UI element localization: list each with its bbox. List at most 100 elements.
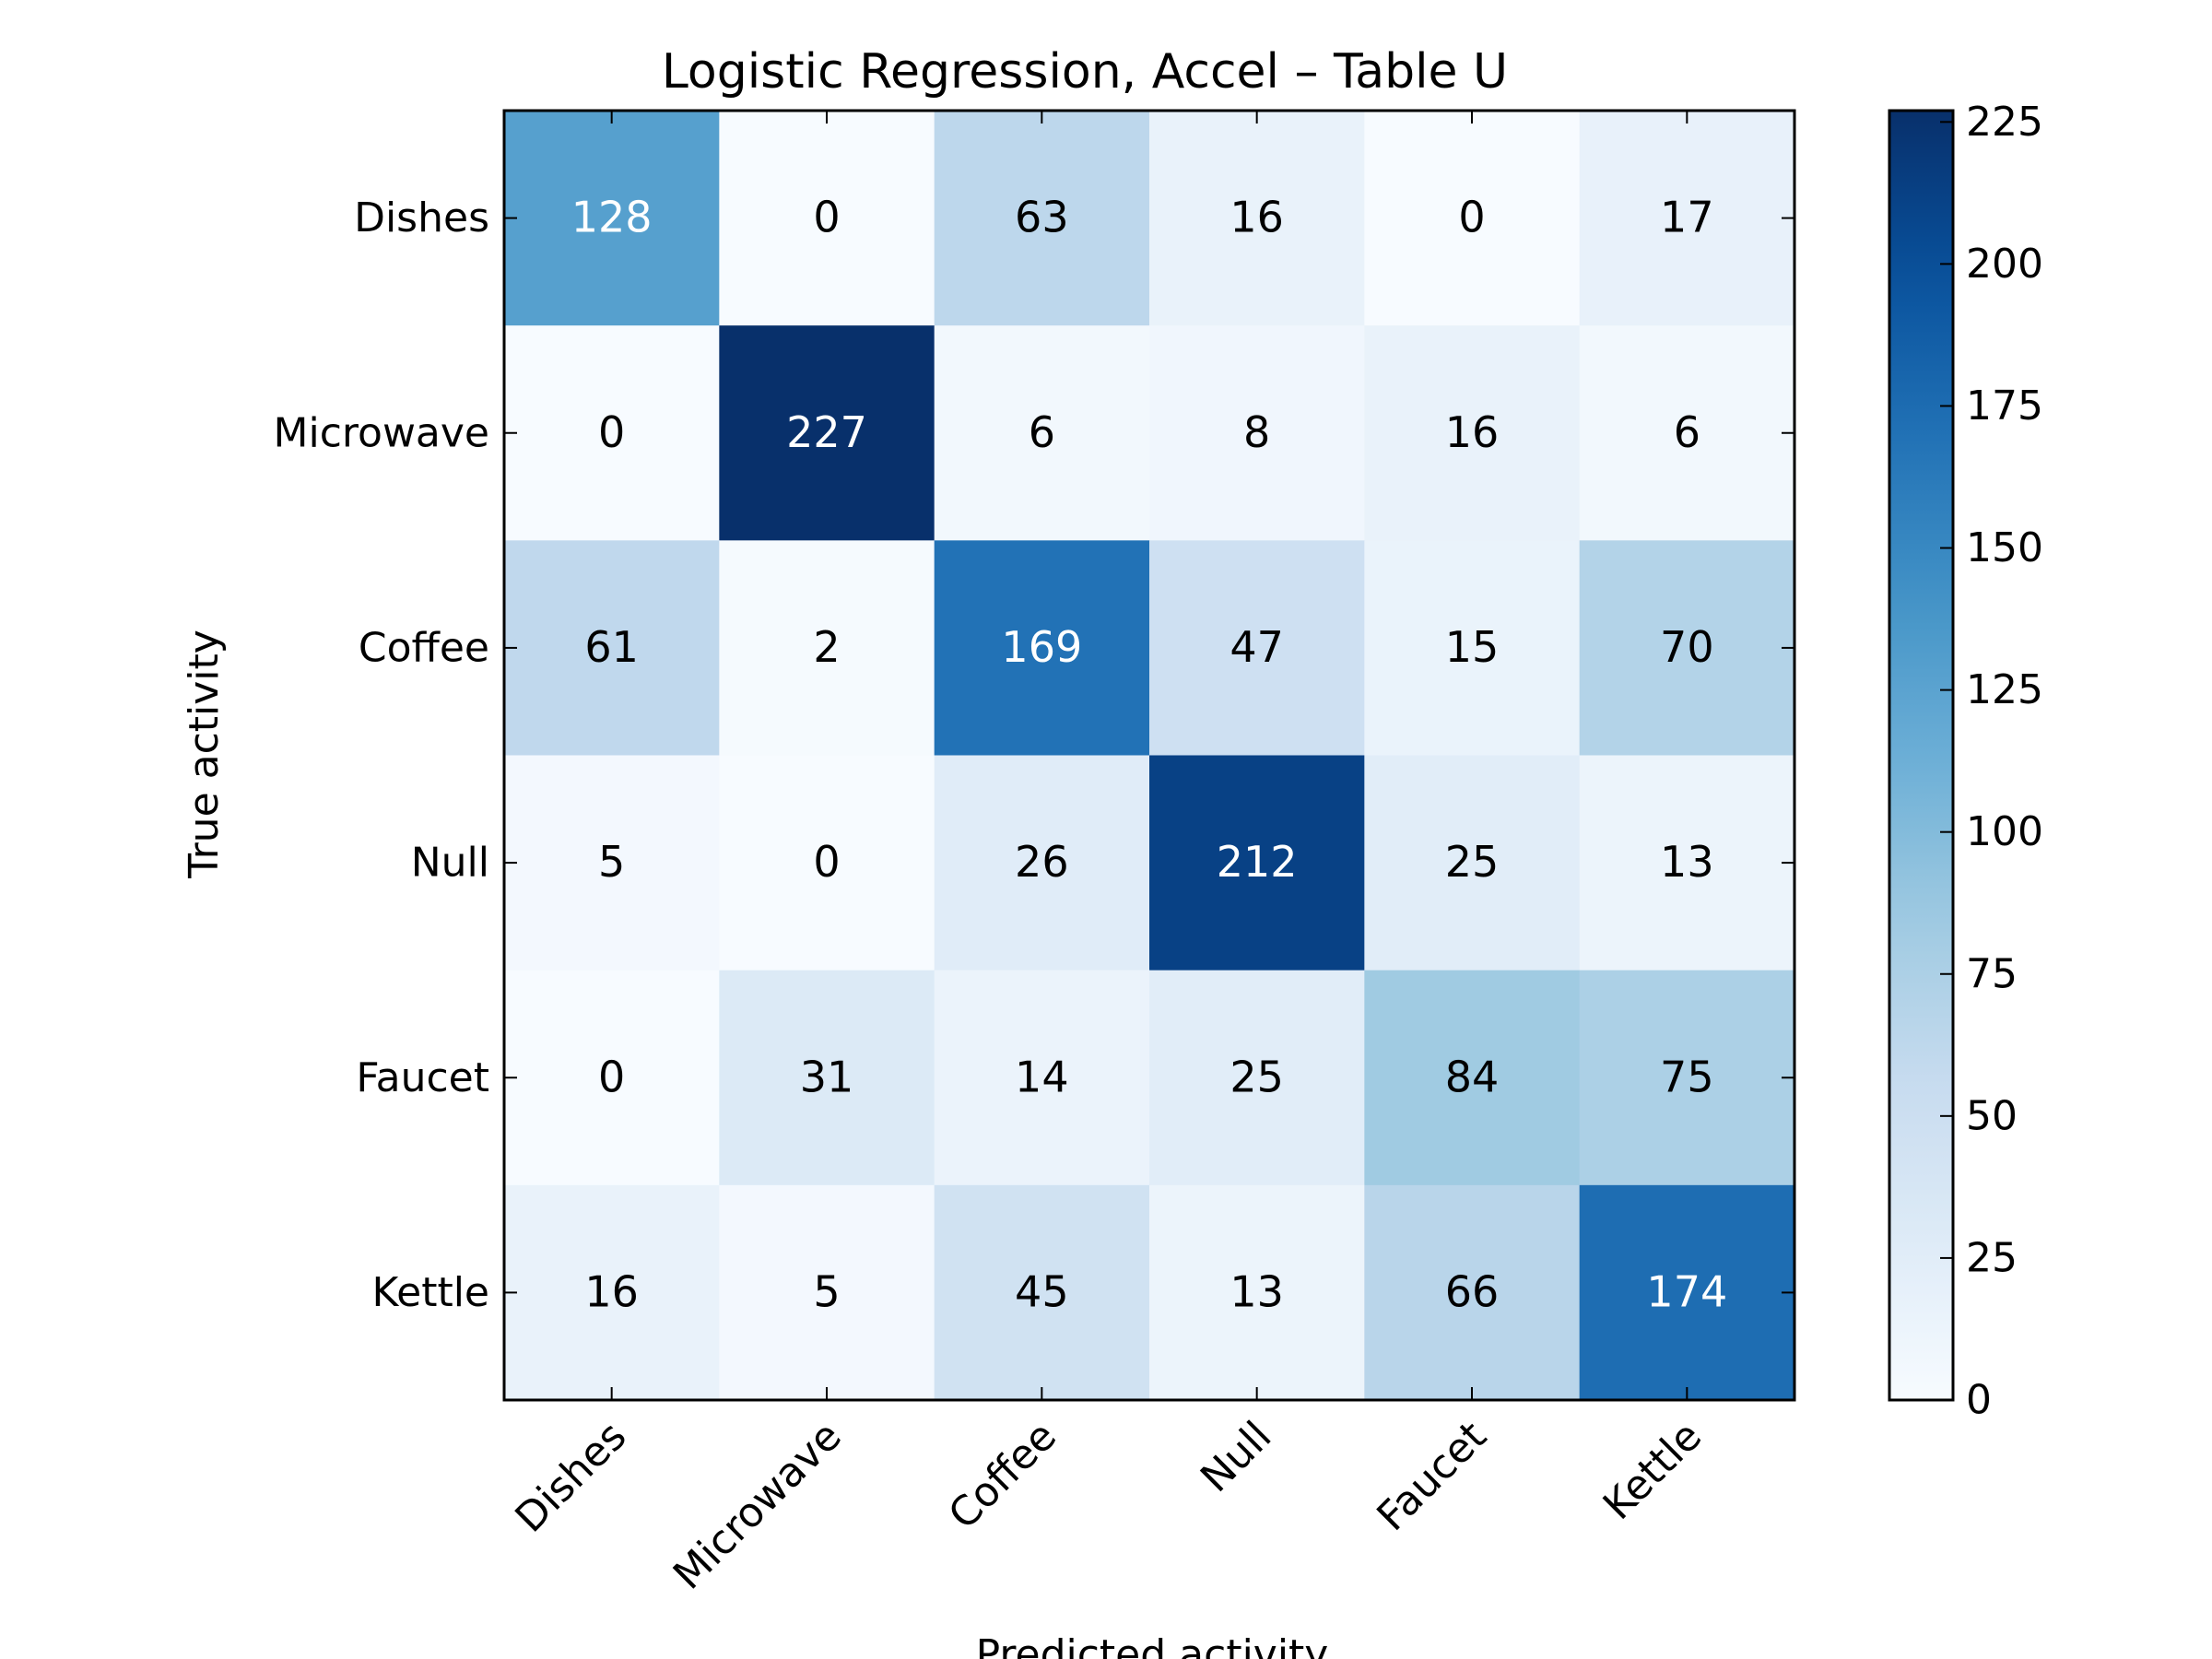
y-tick-label: Microwave [274, 409, 489, 456]
cell-value-label: 8 [1243, 407, 1270, 457]
heatmap-cell [934, 970, 1150, 1186]
heatmap-cell [504, 755, 720, 971]
cell-value-label: 169 [1001, 622, 1082, 672]
cell-value-label: 5 [598, 837, 625, 887]
heatmap-cell [1579, 970, 1795, 1186]
colorbar-tick-label: 175 [1966, 382, 2043, 429]
cell-value-label: 0 [598, 1052, 625, 1101]
heatmap-cell [1364, 1184, 1581, 1401]
heatmap-cell [504, 1184, 720, 1401]
colorbar-tick-label: 225 [1966, 99, 2043, 146]
heatmap-cell [1364, 540, 1581, 756]
cell-value-label: 47 [1230, 622, 1284, 672]
heatmap-cell [1364, 111, 1581, 326]
heatmap-cell [719, 970, 935, 1186]
cell-value-label: 212 [1217, 837, 1298, 887]
y-tick-label: Coffee [359, 624, 489, 671]
heatmap-cell [504, 325, 720, 541]
cell-value-label: 70 [1660, 622, 1714, 672]
heatmap-cell [1149, 1184, 1365, 1401]
heatmap-cell [1364, 970, 1581, 1186]
cell-value-label: 63 [1015, 193, 1069, 242]
x-tick-label: Microwave [665, 1413, 851, 1599]
y-axis-ticks: Dishes Microwave Coffee Null Faucet Kettle [274, 194, 1794, 1316]
heatmap-cell [719, 111, 935, 326]
x-tick-label: Faucet [1368, 1413, 1495, 1540]
heatmap-cell [934, 755, 1150, 971]
y-tick-label: Kettle [371, 1269, 489, 1316]
heatmap-cell-labels: 128 0 63 16 0 17 0 227 6 8 16 6 61 2 169 47 15 70 5 0 26 212 2… [571, 193, 1727, 1317]
cell-value-label: 17 [1660, 193, 1714, 242]
y-tick-label: Faucet [356, 1054, 489, 1101]
heatmap-cell [1149, 325, 1365, 541]
heatmap-cells [504, 111, 1795, 1401]
colorbar-tick-label: 200 [1966, 241, 2043, 288]
heatmap-cell [719, 325, 935, 541]
heatmap-cell [1149, 755, 1365, 971]
colorbar-tick-label: 50 [1966, 1092, 2018, 1139]
heatmap-cell [504, 970, 720, 1186]
y-tick-label: Dishes [354, 194, 489, 241]
heatmap-cell [1364, 755, 1581, 971]
heatmap-cell [719, 1184, 935, 1401]
cell-value-label: 13 [1660, 837, 1714, 887]
x-tick-label: Coffee [940, 1413, 1066, 1539]
cell-value-label: 5 [813, 1266, 840, 1316]
colorbar [1888, 109, 1955, 1402]
heatmap-cell [1579, 325, 1795, 541]
cell-value-label: 128 [571, 193, 653, 242]
colorbar-tick-label: 100 [1966, 808, 2043, 855]
cell-value-label: 16 [584, 1266, 639, 1316]
heatmap-cell [504, 111, 720, 326]
x-tick-label: Dishes [506, 1413, 635, 1542]
heatmap-cell [1149, 540, 1365, 756]
x-axis-label: Predicted activity [976, 1631, 1329, 1659]
cell-value-label: 14 [1015, 1052, 1069, 1101]
cell-value-label: 6 [1674, 407, 1700, 457]
colorbar-ticks: 0 25 50 75 100 125 150 175 200 225 [1940, 99, 2043, 1424]
heatmap-cell [1149, 970, 1365, 1186]
cell-value-label: 75 [1660, 1052, 1714, 1101]
cell-value-label: 25 [1230, 1052, 1284, 1101]
y-tick-label: Null [411, 840, 489, 887]
heatmap-cell [719, 755, 935, 971]
cell-value-label: 31 [800, 1052, 854, 1101]
y-axis-label: True activity [181, 629, 228, 879]
cell-value-label: 26 [1015, 837, 1069, 887]
cell-value-label: 6 [1029, 407, 1055, 457]
cell-value-label: 13 [1230, 1266, 1284, 1316]
heatmap-cell [1579, 755, 1795, 971]
colorbar-tick-label: 25 [1966, 1234, 2018, 1281]
heatmap-cell [719, 540, 935, 756]
cell-value-label: 25 [1445, 837, 1500, 887]
chart-title: Logistic Regression, Accel – Table U [662, 44, 1508, 100]
heatmap-cell [934, 111, 1150, 326]
heatmap-cell [934, 1184, 1150, 1401]
x-tick-label: Kettle [1594, 1413, 1711, 1529]
heatmap-cell [1579, 111, 1795, 326]
plot-frame [502, 109, 1796, 1402]
cell-value-label: 16 [1230, 193, 1284, 242]
x-tick-label: Null [1192, 1413, 1280, 1501]
heatmap-cell [1149, 111, 1365, 326]
cell-value-label: 16 [1445, 407, 1500, 457]
cell-value-label: 0 [813, 193, 840, 242]
heatmap-cell [1579, 1184, 1795, 1401]
cell-value-label: 2 [813, 622, 840, 672]
cell-value-label: 61 [584, 622, 639, 672]
heatmap-cell [1364, 325, 1581, 541]
heatmap-cell [504, 540, 720, 756]
heatmap-cell [1579, 540, 1795, 756]
colorbar-tick-label: 75 [1966, 950, 2018, 997]
cell-value-label: 45 [1015, 1266, 1069, 1316]
heatmap-cell [934, 540, 1150, 756]
cell-value-label: 0 [813, 837, 840, 887]
cell-value-label: 66 [1445, 1266, 1500, 1316]
cell-value-label: 174 [1646, 1266, 1727, 1316]
cell-value-label: 84 [1445, 1052, 1500, 1101]
cell-value-label: 227 [786, 407, 867, 457]
colorbar-tick-label: 125 [1966, 666, 2043, 713]
cell-value-label: 0 [1458, 193, 1485, 242]
cell-value-label: 15 [1445, 622, 1500, 672]
